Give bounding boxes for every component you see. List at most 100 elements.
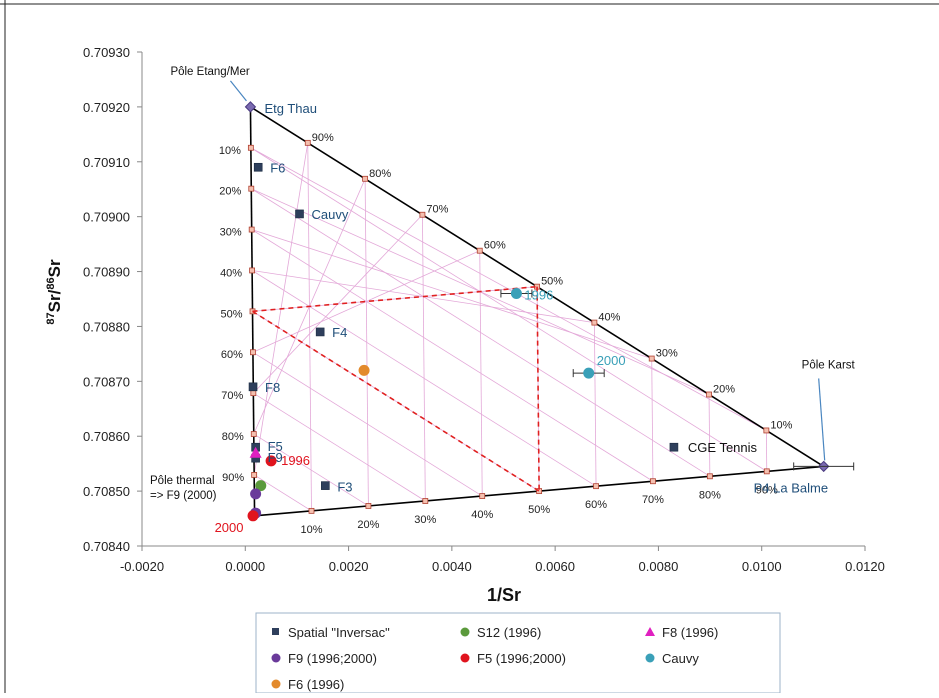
legend-label: S12 (1996): [477, 625, 541, 640]
data-point-circle: [359, 365, 370, 376]
pct-label-sea-side: 20%: [219, 186, 241, 198]
pct-label-bottom-side: 50%: [528, 504, 550, 516]
pct-label-bottom-side: 20%: [357, 519, 379, 531]
y-tick-label: 0.70930: [83, 45, 130, 60]
pct-label-bottom-side: 40%: [471, 509, 493, 521]
division-marker: [650, 479, 655, 484]
pct-label-top-side: 40%: [598, 312, 620, 324]
y-axis-title-main: Sr/: [45, 289, 64, 312]
x-tick-label: 0.0040: [432, 559, 472, 574]
end-member-sea-marker: [245, 102, 255, 112]
y-tick-label: 0.70920: [83, 100, 130, 115]
pct-label-bottom-side: 70%: [642, 494, 664, 506]
legend-swatch-circle: [272, 680, 281, 689]
y-axis-title: 87Sr/86Sr: [45, 259, 64, 325]
data-point-circle: [248, 510, 259, 521]
data-point-square: [296, 210, 304, 218]
division-marker: [250, 350, 255, 355]
y-tick-label: 0.70860: [83, 429, 130, 444]
x-tick-label: -0.0020: [120, 559, 164, 574]
y-tick-label: 0.70880: [83, 319, 130, 334]
division-marker: [594, 484, 599, 489]
y-tick-label: 0.70900: [83, 210, 130, 225]
x-tick-label: 0.0100: [742, 559, 782, 574]
pct-label-sea-side: 30%: [220, 227, 242, 239]
point-label-cauvy-2000: 2000: [597, 353, 626, 368]
legend-swatch-square: [272, 628, 279, 635]
division-marker: [252, 472, 257, 477]
pole-arrow-sea: [230, 81, 246, 101]
division-marker: [707, 392, 712, 397]
y-axis-title-tail: Sr: [45, 259, 64, 277]
pct-label-bottom-side: 80%: [699, 489, 721, 501]
pct-label-bottom-side: 30%: [414, 514, 436, 526]
division-marker: [305, 140, 310, 145]
division-marker: [366, 503, 371, 508]
x-tick-label: 0.0120: [845, 559, 885, 574]
data-point-circle: [583, 368, 594, 379]
end-member-label-karst: P4 La Balme: [754, 480, 828, 495]
pct-label-top-side: 70%: [426, 204, 448, 216]
division-marker: [250, 268, 255, 273]
y-tick-label: 0.70870: [83, 374, 130, 389]
grid-line: [652, 359, 653, 482]
mixing-grid: [251, 143, 767, 511]
legend-label: F8 (1996): [662, 625, 718, 640]
legend-label: F5 (1996;2000): [477, 651, 566, 666]
point-label-cge-tennis: CGE Tennis: [688, 440, 758, 455]
legend-swatch-circle: [646, 654, 655, 663]
division-marker: [480, 494, 485, 499]
division-marker: [248, 145, 253, 150]
division-marker: [251, 391, 256, 396]
division-marker: [420, 212, 425, 217]
grid-line: [254, 475, 311, 511]
division-marker: [363, 176, 368, 181]
y-tick-label: 0.70910: [83, 155, 130, 170]
pct-label-sea-side: 60%: [221, 349, 243, 361]
pole-arrow-karst: [819, 378, 825, 460]
pct-label-bottom-side: 10%: [300, 524, 322, 536]
data-point-square: [321, 482, 329, 490]
legend-swatch-circle: [272, 654, 281, 663]
grid-line: [422, 215, 425, 501]
y-axis-title-sup1: 87: [45, 312, 57, 324]
x-tick-label: 0.0080: [639, 559, 679, 574]
y-tick-label: 0.70890: [83, 265, 130, 280]
pct-label-sea-side: 10%: [219, 145, 241, 157]
point-label-cauvy: Cauvy: [312, 207, 349, 222]
grid-line: [251, 148, 766, 431]
pct-label-sea-side: 80%: [222, 431, 244, 443]
end-member-label-thermal: 2000: [215, 520, 244, 535]
point-label-f3: F3: [337, 480, 352, 495]
pct-label-bottom-side: 60%: [585, 499, 607, 511]
legend-swatch-circle: [461, 628, 470, 637]
grid-line: [252, 230, 653, 482]
legend-label: F9 (1996;2000): [288, 651, 377, 666]
pct-label-top-side: 20%: [713, 384, 735, 396]
y-axis-title-sup2: 86: [45, 277, 57, 289]
pct-label-top-side: 90%: [312, 132, 334, 144]
dashed-50-line: [537, 287, 539, 491]
pct-label-top-side: 50%: [541, 276, 563, 288]
point-label-f6: F6: [270, 160, 285, 175]
division-marker: [423, 498, 428, 503]
division-marker: [764, 428, 769, 433]
division-marker: [592, 320, 597, 325]
end-member-label-sea: Etg Thau: [264, 101, 317, 116]
data-point-circle: [511, 288, 522, 299]
pct-label-sea-side: 90%: [222, 472, 244, 484]
grid-line: [251, 148, 767, 472]
svg-text:87Sr/86Sr: 87Sr/86Sr: [45, 259, 64, 325]
x-tick-label: 0.0020: [329, 559, 369, 574]
division-marker: [477, 248, 482, 253]
data-point-square: [254, 163, 262, 171]
legend-label: Cauvy: [662, 651, 699, 666]
x-axis-title: 1/Sr: [487, 585, 521, 605]
data-point-square: [670, 443, 678, 451]
division-marker: [309, 508, 314, 513]
division-marker: [649, 356, 654, 361]
x-tick-label: 0.0000: [225, 559, 265, 574]
pole-label-karst: Pôle Karst: [802, 359, 856, 371]
mixing-triangle: 10% 90% 10% 20% 80% 20% 30% 70% 30% 40% 60% 40% 50% 5…: [219, 102, 854, 536]
